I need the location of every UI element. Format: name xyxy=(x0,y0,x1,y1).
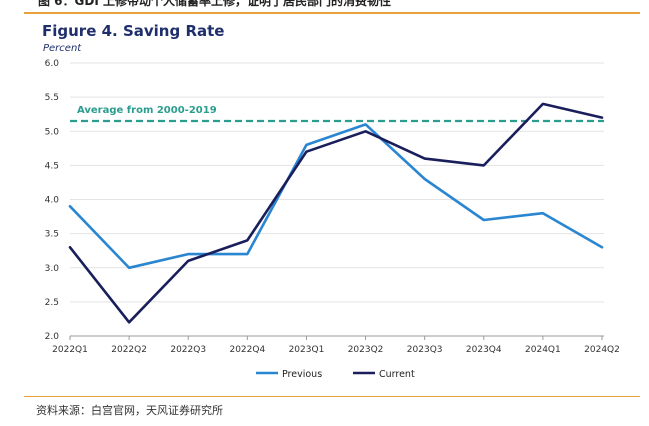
series-line-previous xyxy=(68,123,604,270)
x-tick-label: 2024Q1 xyxy=(525,345,561,355)
x-tick-label: 2024Q2 xyxy=(584,345,620,355)
x-tick-label: 2023Q4 xyxy=(466,345,502,355)
source-note: 资料来源：白宫官网，天风证券研究所 xyxy=(36,404,223,417)
y-axis-ticks: 2.0 2.5 3.0 3.5 4.0 4.5 5.0 5.5 6.0 xyxy=(45,59,60,342)
series-line-current xyxy=(68,102,604,324)
average-reference-label: Average from 2000-2019 xyxy=(77,105,217,116)
legend-label-current: Current xyxy=(379,369,415,380)
x-tick-label: 2023Q3 xyxy=(407,345,443,355)
legend-label-previous: Previous xyxy=(282,369,322,380)
x-tick-label: 2022Q1 xyxy=(52,345,88,355)
footer-divider xyxy=(24,396,640,397)
average-reference: Average from 2000-2019 xyxy=(70,105,604,123)
y-axis-unit-label: Percent xyxy=(43,43,82,54)
gridlines xyxy=(70,62,604,337)
y-tick-label: 5.0 xyxy=(45,127,60,137)
series-lines xyxy=(68,102,604,324)
y-tick-label: 6.0 xyxy=(45,59,60,69)
y-tick-label: 2.5 xyxy=(45,298,59,308)
saving-rate-chart: Figure 4. Saving Rate Percent 2.0 2.5 3.0 3… xyxy=(42,22,620,380)
y-tick-label: 3.5 xyxy=(45,230,59,240)
y-tick-label: 2.0 xyxy=(45,332,60,342)
figure-header: 图 6：GDI 上修带动个人储蓄率上修，证明了居民部门的消费韧性 xyxy=(24,0,640,14)
x-axis-ticks: 2022Q1 2022Q2 2022Q3 2022Q4 2023Q1 2023Q2 2023… xyxy=(52,336,620,355)
legend: Previous Current xyxy=(256,369,415,380)
y-tick-label: 3.0 xyxy=(45,264,60,274)
x-tick-label: 2022Q2 xyxy=(111,345,147,355)
x-tick-label: 2022Q4 xyxy=(229,345,265,355)
figure-header-text: 图 6：GDI 上修带动个人储蓄率上修，证明了居民部门的消费韧性 xyxy=(38,0,391,8)
y-tick-label: 4.0 xyxy=(45,196,60,206)
x-tick-label: 2022Q3 xyxy=(170,345,206,355)
chart-title: Figure 4. Saving Rate xyxy=(42,22,224,40)
x-tick-label: 2023Q1 xyxy=(289,345,325,355)
y-tick-label: 5.5 xyxy=(45,93,59,103)
y-tick-label: 4.5 xyxy=(45,161,59,171)
x-tick-label: 2023Q2 xyxy=(348,345,384,355)
